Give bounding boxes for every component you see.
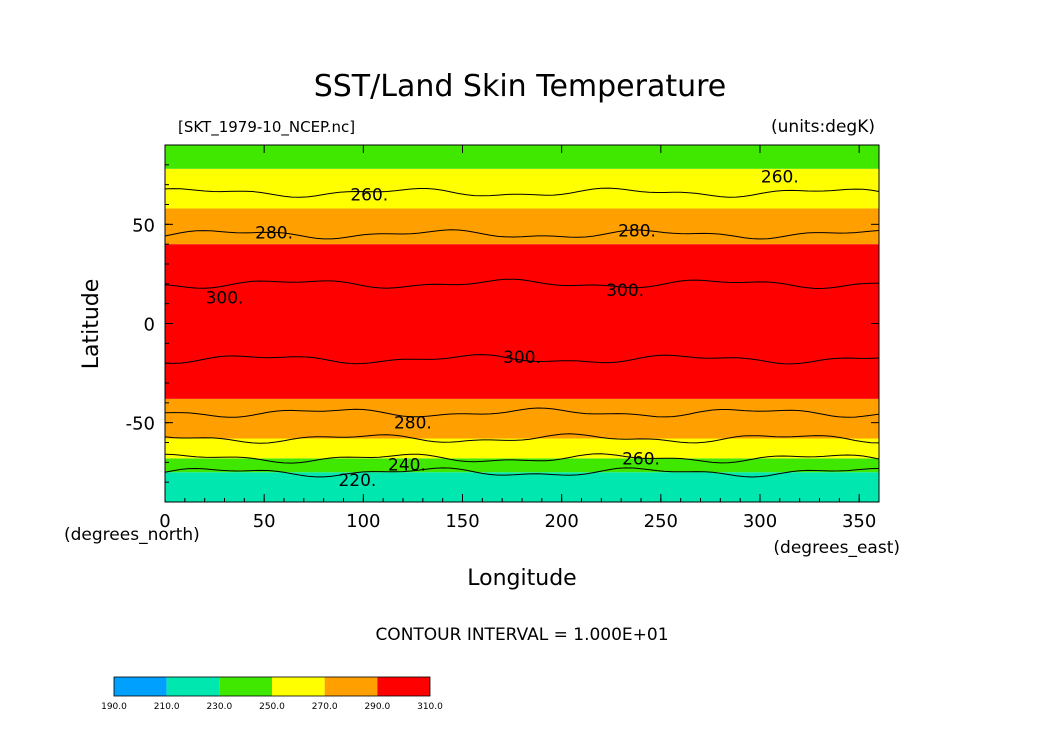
chart-title: SST/Land Skin Temperature: [314, 69, 727, 104]
temperature-band-4: [165, 244, 879, 399]
temperature-band-7: [165, 145, 879, 169]
temperature-band-3: [165, 398, 879, 439]
contour-line: [165, 407, 879, 418]
x-tick-label: 200: [544, 511, 578, 532]
contour-label: 280.: [394, 414, 432, 434]
colorbar-label: 290.0: [364, 702, 390, 712]
x-tick-label: 100: [346, 511, 380, 532]
temperature-field: [165, 145, 879, 502]
units-label: (units:degK): [771, 117, 875, 137]
colorbar-label: 310.0: [417, 702, 443, 712]
colorbar-label: 210.0: [154, 702, 180, 712]
contour-line: [165, 467, 879, 478]
x-tick-label: 300: [743, 511, 777, 532]
y-tick-label: -50: [126, 414, 155, 435]
x-units-label: (degrees_east): [773, 538, 900, 558]
colorbar-frame: [113, 676, 431, 697]
contour-label: 240.: [388, 455, 426, 475]
contour-line: [165, 187, 879, 198]
file-label: [SKT_1979-10_NCEP.nc]: [178, 118, 355, 137]
colorbar-swatch: [166, 677, 220, 696]
contour-lines: [165, 187, 879, 478]
contour-line: [165, 354, 879, 365]
colorbar-swatch: [377, 677, 430, 696]
contour-labels: 260. 280. 280. 260. 300. 300. 300. 280. 260. 240.…: [206, 168, 799, 491]
colorbar-swatch: [324, 677, 378, 696]
contour-label: 260.: [761, 168, 799, 188]
y-units-label: (degrees_north): [64, 525, 200, 545]
x-tick-label: 350: [842, 511, 876, 532]
y-tick-label: 0: [144, 315, 155, 336]
temperature-band-1: [165, 458, 879, 473]
contour-label: 260.: [622, 449, 660, 469]
colorbar: 190.0 210.0 230.0 250.0 270.0 290.0 310.0: [101, 676, 443, 712]
contour-line: [165, 278, 879, 290]
contour-label: 220.: [338, 471, 376, 491]
contour-label: 300.: [503, 348, 541, 368]
contour-interval-note: CONTOUR INTERVAL = 1.000E+01: [375, 625, 668, 645]
contour-label: 300.: [206, 289, 244, 309]
contour-line: [165, 453, 879, 464]
colorbar-swatch: [272, 677, 325, 696]
temperature-band-6: [165, 168, 879, 209]
y-tick-label: 50: [132, 215, 155, 236]
temperature-band-5: [165, 208, 879, 245]
x-tick-label: 50: [253, 511, 276, 532]
colorbar-swatch: [219, 677, 272, 696]
y-axis-label: Latitude: [79, 279, 104, 370]
contour-line: [165, 433, 879, 444]
x-axis-ticks: 0 50 100 150 200 250 300 350: [159, 145, 880, 532]
contour-label: 300.: [606, 281, 644, 301]
y-axis-ticks: -50 0 50: [126, 164, 879, 483]
temperature-band-2: [165, 438, 879, 459]
colorbar-swatch: [114, 677, 167, 696]
contour-label: 260.: [350, 186, 388, 206]
colorbar-label: 270.0: [312, 702, 338, 712]
x-tick-label: 150: [445, 511, 479, 532]
contour-label: 280.: [618, 221, 656, 241]
x-tick-label: 250: [644, 511, 678, 532]
x-tick-label: 0: [159, 511, 170, 532]
contour-label: 280.: [255, 223, 293, 243]
x-axis-label: Longitude: [467, 566, 576, 591]
temperature-band-0: [165, 472, 879, 502]
contour-line: [165, 229, 879, 240]
colorbar-label: 230.0: [206, 702, 232, 712]
colorbar-label: 250.0: [259, 702, 285, 712]
colorbar-label: 190.0: [101, 702, 127, 712]
